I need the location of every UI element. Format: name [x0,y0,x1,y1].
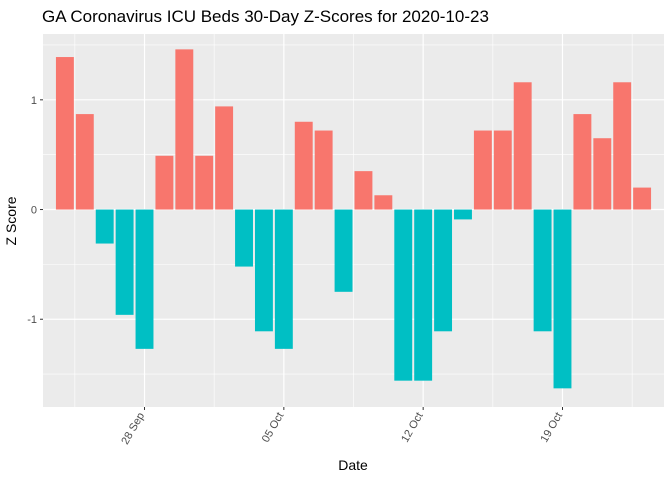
bar-2020-09-26 [95,209,114,244]
bar-2020-09-24 [55,57,74,210]
bar-2020-10-05 [274,209,293,349]
bar-2020-10-13 [434,209,453,332]
bar-2020-10-14 [454,209,472,220]
bar-layer [55,49,652,389]
y-tick-label: 0 [31,205,37,217]
x-tick-label: 19 Oct [538,411,565,445]
bar-2020-09-30 [175,49,194,210]
x-tick-label: 28 Sep [119,411,147,447]
bar-2020-10-10 [374,195,393,210]
y-axis-label: Z Score [3,196,19,245]
bar-2020-10-11 [394,209,413,381]
chart-title: GA Coronavirus ICU Beds 30-Day Z-Scores … [42,7,489,26]
bar-2020-10-07 [314,130,333,210]
bar-2020-10-12 [414,209,433,381]
y-tick-label: -1 [27,314,37,326]
bar-2020-09-25 [75,114,94,210]
x-axis-label: Date [338,457,368,473]
bar-2020-10-18 [533,209,552,332]
bar-2020-10-23 [633,187,652,210]
bar-2020-10-16 [493,130,512,210]
x-tick-label: 05 Oct [260,411,287,445]
bar-2020-10-01 [195,155,214,210]
bar-2020-10-19 [553,209,572,389]
bar-2020-10-03 [235,209,253,267]
bar-2020-10-09 [354,171,373,210]
bar-2020-10-22 [613,82,632,210]
bar-2020-10-08 [334,209,353,292]
bar-2020-10-06 [294,121,313,210]
bar-2020-10-15 [473,130,492,210]
bar-2020-10-20 [573,114,592,210]
bar-2020-10-21 [593,138,612,210]
bar-2020-10-17 [513,82,532,210]
bar-2020-09-28 [135,209,154,349]
bar-2020-09-27 [115,209,134,315]
bar-2020-09-29 [155,155,174,210]
bar-2020-10-02 [215,106,234,210]
x-tick-label: 12 Oct [399,411,426,445]
y-tick-label: 1 [31,95,37,107]
bar-2020-10-04 [254,209,273,332]
